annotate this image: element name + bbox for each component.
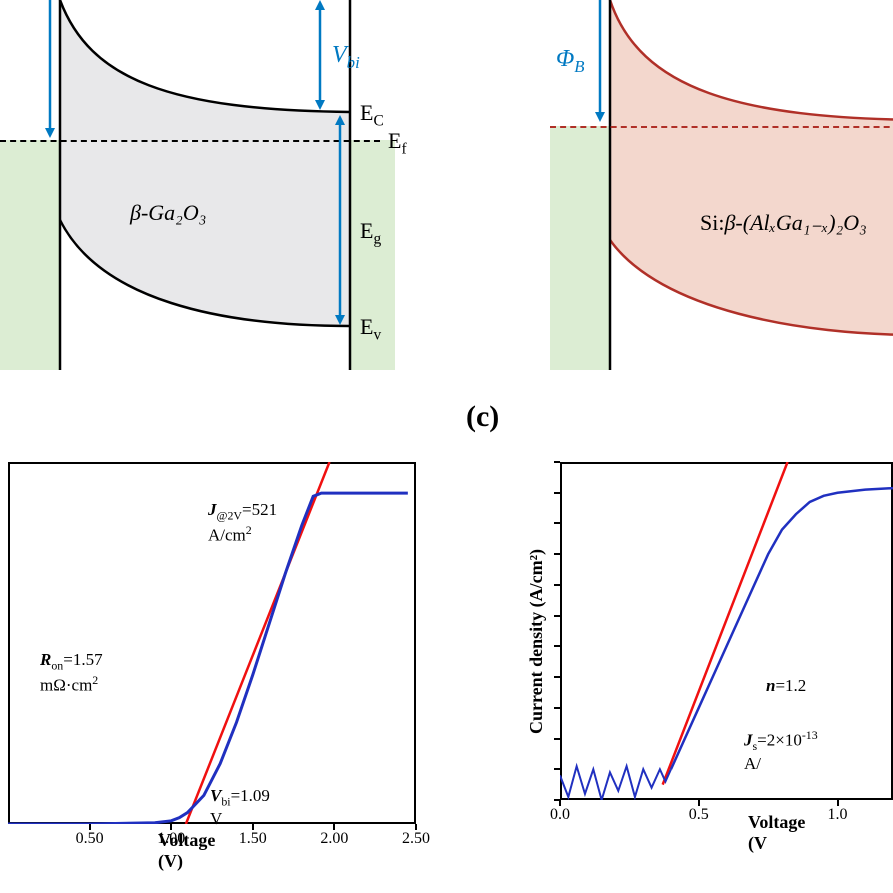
material-label: β-Ga₂O₃ — [130, 200, 206, 226]
x-tick-label: 1.50 — [233, 830, 273, 848]
ec-label: EC — [360, 100, 384, 130]
y-tick — [554, 799, 560, 801]
y-tick — [554, 768, 560, 770]
x-tick-label: 1.0 — [823, 806, 853, 824]
y-tick — [554, 738, 560, 740]
x-tick-label: 0.0 — [545, 806, 575, 824]
y-tick — [554, 676, 560, 678]
annotation-ron: Ron=1.57 mΩ·cm2 — [40, 650, 103, 696]
ev-label: Ev — [360, 314, 381, 344]
annotation-j2v: J@2V=521 A/cm2 — [208, 500, 277, 546]
x-tick-label: 0.5 — [684, 806, 714, 824]
y-tick — [554, 461, 560, 463]
material-label: Si:β-(AlₓGa₁₋ₓ)₂O₃ — [700, 210, 867, 236]
y-tick — [554, 707, 560, 709]
x-axis-label: Voltage (V — [748, 812, 805, 854]
y-tick — [554, 522, 560, 524]
vbi-arrow — [310, 0, 330, 122]
chart-plot-area — [560, 462, 893, 800]
left-blue-arrow — [40, 0, 60, 150]
ef-label: Ef — [388, 128, 407, 158]
phi-b-label: ΦB — [556, 46, 585, 77]
x-tick-label: 1.00 — [151, 830, 191, 848]
phi-b-arrow — [590, 0, 610, 134]
band-diagram-ga2o3: β-Ga₂O₃ Vbi EC Ef Eg Ev — [0, 0, 430, 370]
annotation-js: Js=2×10-13 A/ — [744, 728, 818, 774]
annotation-n: n=1.2 — [766, 676, 806, 696]
band-diagram-algao: ΦB Si:β-(AlₓGa₁₋ₓ)₂O₃ — [500, 0, 893, 370]
y-tick — [554, 492, 560, 494]
top-row: β-Ga₂O₃ Vbi EC Ef Eg Ev ΦB Si:β-(AlₓGa₁₋… — [0, 0, 893, 370]
annotation-vbi: Vbi=1.09 V — [210, 786, 270, 829]
x-tick-label: 2.50 — [396, 830, 436, 848]
y-tick — [554, 615, 560, 617]
y-tick — [554, 645, 560, 647]
y-tick — [554, 584, 560, 586]
subfigure-c-label: (c) — [466, 400, 499, 434]
vbi-label: Vbi — [332, 42, 360, 73]
eg-label: Eg — [360, 218, 381, 248]
y-tick — [554, 553, 560, 555]
x-tick-label: 2.00 — [314, 830, 354, 848]
x-tick-label: 0.50 — [70, 830, 110, 848]
y-axis-label: Current density (A/cm²) — [526, 549, 547, 734]
